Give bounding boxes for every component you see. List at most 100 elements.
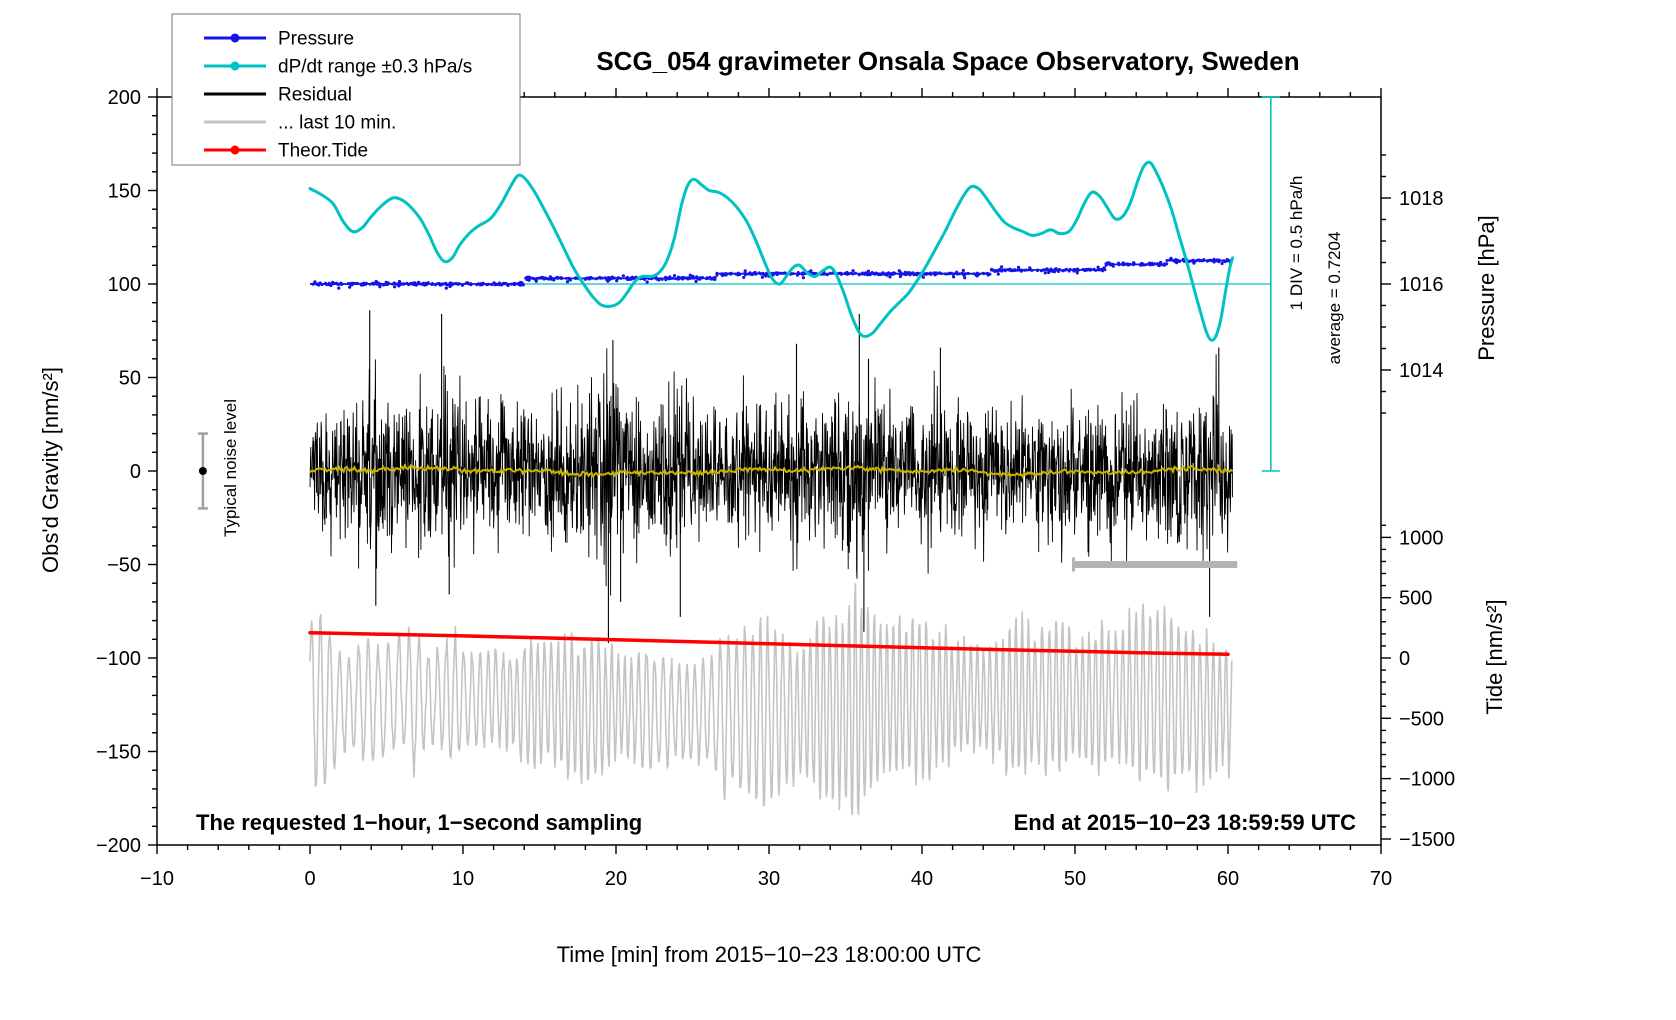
pressure-dot — [320, 282, 324, 286]
pressure-dot — [1173, 260, 1177, 264]
pressure-dot — [975, 271, 979, 275]
x-tick-label: 70 — [1370, 868, 1392, 890]
y-tick-label: 50 — [119, 368, 141, 390]
pressure-dot — [520, 281, 524, 285]
pressure-dot — [1016, 265, 1021, 269]
pressure-dot — [337, 286, 341, 290]
pressure-dot — [925, 272, 929, 276]
pressure-dot — [929, 272, 933, 276]
y-tick-label: 200 — [108, 87, 141, 109]
x-tick-label: 50 — [1064, 868, 1086, 890]
pressure-dot — [556, 276, 560, 280]
pressure-dot — [1013, 268, 1017, 272]
pressure-dot — [517, 283, 521, 287]
pressure-dot — [701, 276, 704, 279]
pressure-dot — [1104, 262, 1108, 266]
y-tick-label: 0 — [130, 461, 141, 483]
pressure-dot — [645, 280, 649, 284]
pressure-dot — [783, 271, 787, 275]
pressure-dot — [667, 277, 671, 281]
series-theor-tide — [308, 631, 1230, 657]
pressure-dot — [1092, 267, 1096, 271]
pressure-dot — [361, 282, 364, 286]
legend-label: Theor.Tide — [278, 141, 368, 162]
axes: −10 0 10 20 30 40 50 60 70−200−150−100−500501001… — [96, 87, 1455, 890]
legend-sample-dot — [230, 61, 240, 71]
pressure-dot — [863, 272, 867, 276]
chart-title: SCG_054 gravimeter Onsala Space Observat… — [596, 46, 1299, 76]
pressure-dot — [1075, 271, 1079, 275]
pressure-dot — [1153, 262, 1157, 266]
pressure-dot — [857, 273, 861, 277]
pressure-dot — [425, 283, 428, 287]
pressure-dot — [915, 273, 919, 277]
pressure-dot — [448, 284, 452, 289]
pressure-dot — [393, 285, 397, 289]
pressure-dot — [903, 270, 907, 274]
end-time-note: End at 2015−10−23 18:59:59 UTC — [1014, 810, 1357, 835]
pressure-dot — [1020, 269, 1024, 273]
pressure-dot — [313, 280, 317, 284]
pressure-dot — [331, 282, 335, 286]
pressure-dot — [715, 273, 719, 277]
pressure-dot — [1003, 269, 1007, 273]
pressure-dot — [962, 273, 966, 277]
pressure-dot — [586, 276, 590, 280]
pressure-dot — [506, 284, 510, 288]
pressure-dot — [893, 271, 897, 275]
pressure-dot — [947, 272, 951, 275]
pressure-dot — [460, 283, 464, 287]
legend-label: Pressure — [278, 29, 354, 50]
pressure-dot — [504, 281, 508, 285]
pressure-dot — [466, 281, 470, 285]
pressure-dot — [1052, 270, 1057, 274]
pressure-dot — [888, 275, 892, 279]
pressure-dot — [493, 283, 497, 287]
series-residual-smoothed — [309, 463, 1234, 480]
series-last10min — [309, 583, 1233, 816]
series-dpdt — [308, 160, 1235, 342]
pressure-dot — [548, 275, 552, 279]
pressure-dot — [720, 273, 725, 278]
pressure-dot — [847, 272, 851, 276]
tide-tick-label: 0 — [1399, 648, 1410, 670]
pressure-dot — [1096, 265, 1100, 269]
pressure-dot — [881, 272, 885, 276]
legend-label: ... last 10 min. — [278, 113, 396, 134]
pressure-dot — [485, 283, 489, 287]
pressure-dot — [413, 281, 417, 285]
pressure-dot — [479, 282, 483, 286]
pressure-dot — [1205, 259, 1209, 263]
legend-label: dP/dt range ±0.3 hPa/s — [278, 57, 472, 78]
pressure-dot — [955, 272, 959, 276]
pressure-dot — [705, 277, 709, 281]
pressure-tick-label: 1016 — [1399, 274, 1444, 296]
x-tick-label: 30 — [758, 868, 780, 890]
pressure-dot — [1072, 268, 1076, 272]
pressure-dot — [1107, 261, 1111, 265]
pressure-dot — [1202, 258, 1206, 261]
pressure-dot — [324, 282, 328, 286]
x-axis-label: Time [min] from 2015−10−23 18:00:00 UTC — [557, 942, 982, 967]
pressure-dot — [454, 281, 458, 285]
pressure-dot — [1142, 263, 1146, 267]
pressure-dot — [908, 273, 912, 277]
pressure-dot — [619, 276, 623, 280]
pressure-dot — [534, 279, 538, 283]
pressure-dot — [1198, 259, 1201, 263]
pressure-dot — [1148, 261, 1152, 265]
pressure-dot — [1041, 268, 1045, 272]
pressure-dot — [966, 271, 970, 275]
pressure-dot — [1046, 268, 1050, 272]
legend-sample-dot — [230, 145, 240, 155]
pressure-dot — [801, 276, 806, 280]
pressure-dot — [991, 268, 995, 272]
pressure-dot — [764, 274, 768, 278]
pressure-dot — [1097, 268, 1101, 272]
pressure-dot — [1089, 267, 1093, 271]
pressure-dot — [660, 277, 664, 281]
pressure-dot — [615, 279, 619, 283]
pressure-dot — [426, 281, 430, 285]
pressure-dot — [574, 277, 578, 280]
